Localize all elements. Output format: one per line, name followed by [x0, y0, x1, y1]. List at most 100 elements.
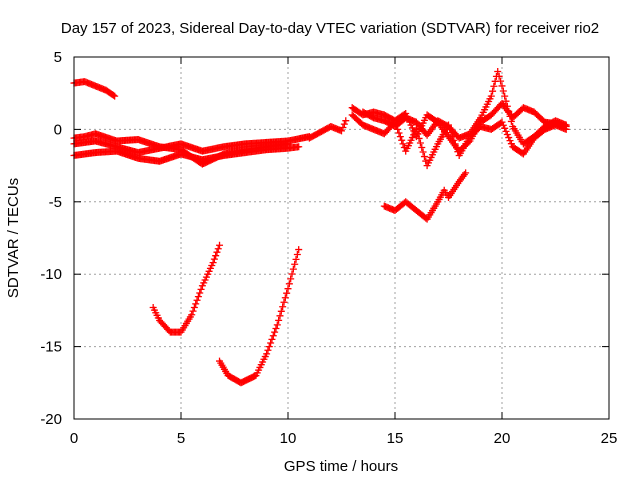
series-arc-7 — [348, 111, 570, 170]
data-point — [507, 140, 515, 148]
data-point — [283, 289, 291, 297]
series-arc-6 — [348, 99, 570, 155]
series-arc-10 — [149, 241, 224, 336]
y-tick-label: 0 — [54, 121, 62, 138]
data-point — [505, 134, 513, 142]
data-point — [489, 87, 497, 95]
data-point — [271, 328, 279, 336]
data-point — [451, 140, 459, 148]
data-point — [501, 92, 509, 100]
data-point — [268, 335, 276, 343]
data-point — [339, 123, 347, 131]
data-point — [503, 102, 511, 110]
data-point — [415, 134, 423, 142]
data-point — [197, 285, 205, 293]
data-point — [189, 307, 197, 315]
data-point — [277, 307, 285, 315]
data-point — [416, 139, 424, 147]
data-point — [490, 82, 498, 90]
data-point — [495, 72, 503, 80]
series-arc-8 — [359, 67, 570, 148]
data-points — [70, 67, 570, 387]
data-point — [462, 169, 470, 177]
x-tick-label: 5 — [177, 430, 185, 447]
data-point — [214, 245, 222, 253]
data-point — [196, 289, 204, 297]
series-arc-11 — [216, 246, 303, 387]
data-point — [412, 125, 420, 133]
data-point — [213, 248, 221, 256]
y-tick-label: -20 — [40, 411, 62, 428]
data-point — [502, 97, 510, 105]
data-point — [497, 77, 505, 85]
data-point — [272, 325, 280, 332]
x-axis-label: GPS time / hours — [284, 458, 398, 475]
data-point — [338, 127, 345, 135]
data-point — [273, 321, 281, 329]
data-point — [269, 332, 277, 340]
y-axis-label: SDTVAR / TECUs — [5, 178, 22, 298]
data-point — [418, 144, 426, 151]
y-tick-label: -15 — [40, 339, 62, 356]
data-point — [498, 82, 506, 90]
data-point — [267, 339, 275, 347]
x-tick-label: 15 — [387, 430, 404, 447]
data-point — [295, 143, 303, 151]
y-tick-label: -10 — [40, 266, 62, 283]
data-point — [288, 270, 296, 278]
data-point — [506, 137, 514, 145]
series-arc-2 — [70, 133, 313, 157]
data-point — [109, 91, 117, 99]
data-point — [193, 296, 201, 304]
x-tick-label: 0 — [70, 430, 78, 447]
data-point — [503, 130, 511, 138]
data-point — [284, 140, 292, 148]
data-point — [289, 265, 297, 273]
data-point — [212, 252, 220, 260]
data-point — [420, 153, 428, 161]
data-point — [280, 298, 288, 306]
data-point — [419, 148, 427, 156]
data-point — [281, 294, 289, 302]
data-point — [194, 293, 202, 301]
x-tick-label: 25 — [601, 430, 618, 447]
data-point — [263, 350, 271, 358]
data-point — [487, 92, 495, 100]
data-point — [499, 121, 507, 129]
chart-title: Day 157 of 2023, Sidereal Day-to-day VTE… — [61, 20, 599, 37]
data-point — [505, 107, 513, 115]
data-point — [395, 129, 403, 137]
data-point — [562, 121, 570, 129]
data-point — [292, 255, 300, 263]
data-point — [453, 144, 461, 152]
series-arc-9 — [380, 169, 470, 223]
data-point — [275, 316, 283, 324]
data-point — [498, 118, 506, 126]
data-point — [284, 285, 292, 293]
data-point — [494, 67, 502, 75]
data-point — [342, 117, 350, 125]
data-point — [285, 280, 293, 288]
data-point — [190, 304, 198, 312]
data-point — [414, 130, 422, 138]
series-arc-1 — [70, 78, 119, 100]
data-point — [216, 241, 224, 249]
data-point — [264, 346, 272, 354]
data-point — [209, 259, 217, 267]
data-point — [499, 87, 507, 95]
data-point — [210, 255, 218, 263]
data-point — [279, 303, 287, 311]
data-point — [450, 136, 458, 144]
x-tick-label: 10 — [280, 430, 297, 447]
data-point — [111, 92, 119, 100]
data-point — [507, 117, 515, 125]
y-tick-label: -5 — [49, 194, 62, 211]
data-point — [295, 246, 303, 254]
data-point — [188, 311, 196, 319]
data-point — [293, 250, 301, 258]
data-point — [276, 312, 284, 320]
axis-ticks: 0 5 10 15 20 25 5 0 -5 -10 -15 -20 — [40, 49, 617, 447]
data-point — [501, 124, 509, 132]
series-arc-4 — [70, 130, 292, 168]
